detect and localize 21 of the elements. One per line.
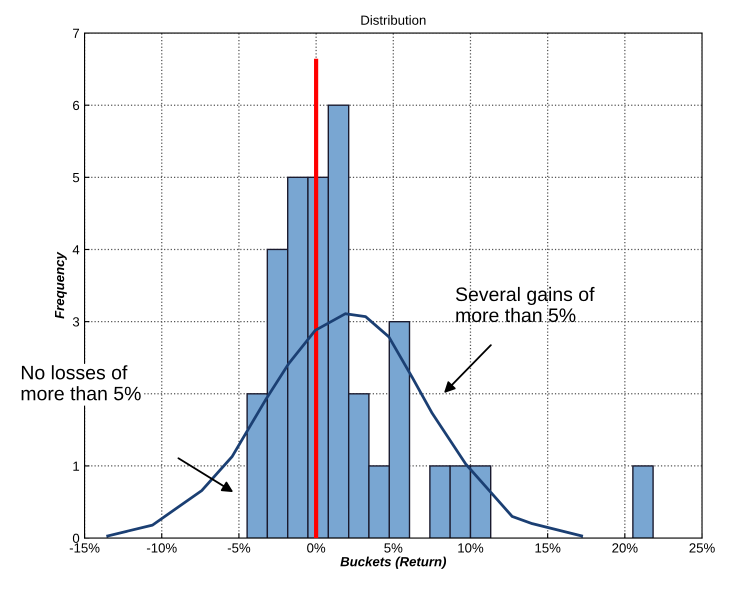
y-tick-label: 3 bbox=[72, 317, 80, 327]
x-tick-label: 0% bbox=[307, 543, 326, 553]
x-tick-label: -5% bbox=[228, 543, 250, 553]
x-tick-label: -15% bbox=[70, 543, 100, 553]
x-tick-label: 20% bbox=[612, 543, 638, 553]
y-tick-label: 4 bbox=[72, 245, 80, 254]
x-tick-label: 15% bbox=[535, 543, 560, 553]
annotation: No losses of more than 5% bbox=[22, 365, 141, 400]
y-tick-label: 6 bbox=[73, 100, 80, 110]
x-tick-label: -10% bbox=[146, 543, 177, 553]
y-tick-label: 1 bbox=[73, 462, 80, 471]
x-tick-label: 10% bbox=[458, 543, 484, 553]
y-tick-label: 0 bbox=[72, 534, 80, 543]
chart-title: Distribution bbox=[361, 15, 426, 25]
y-tick-label: 5 bbox=[72, 173, 80, 182]
x-axis-title: Buckets (Return) bbox=[340, 556, 446, 569]
y-tick-label: 7 bbox=[73, 28, 80, 38]
annotation: Several gains of more than 5% bbox=[456, 286, 595, 322]
x-tick-label: 5% bbox=[384, 543, 402, 553]
y-axis-title: Frequency bbox=[54, 252, 67, 319]
x-tick-label: 25% bbox=[689, 543, 715, 553]
